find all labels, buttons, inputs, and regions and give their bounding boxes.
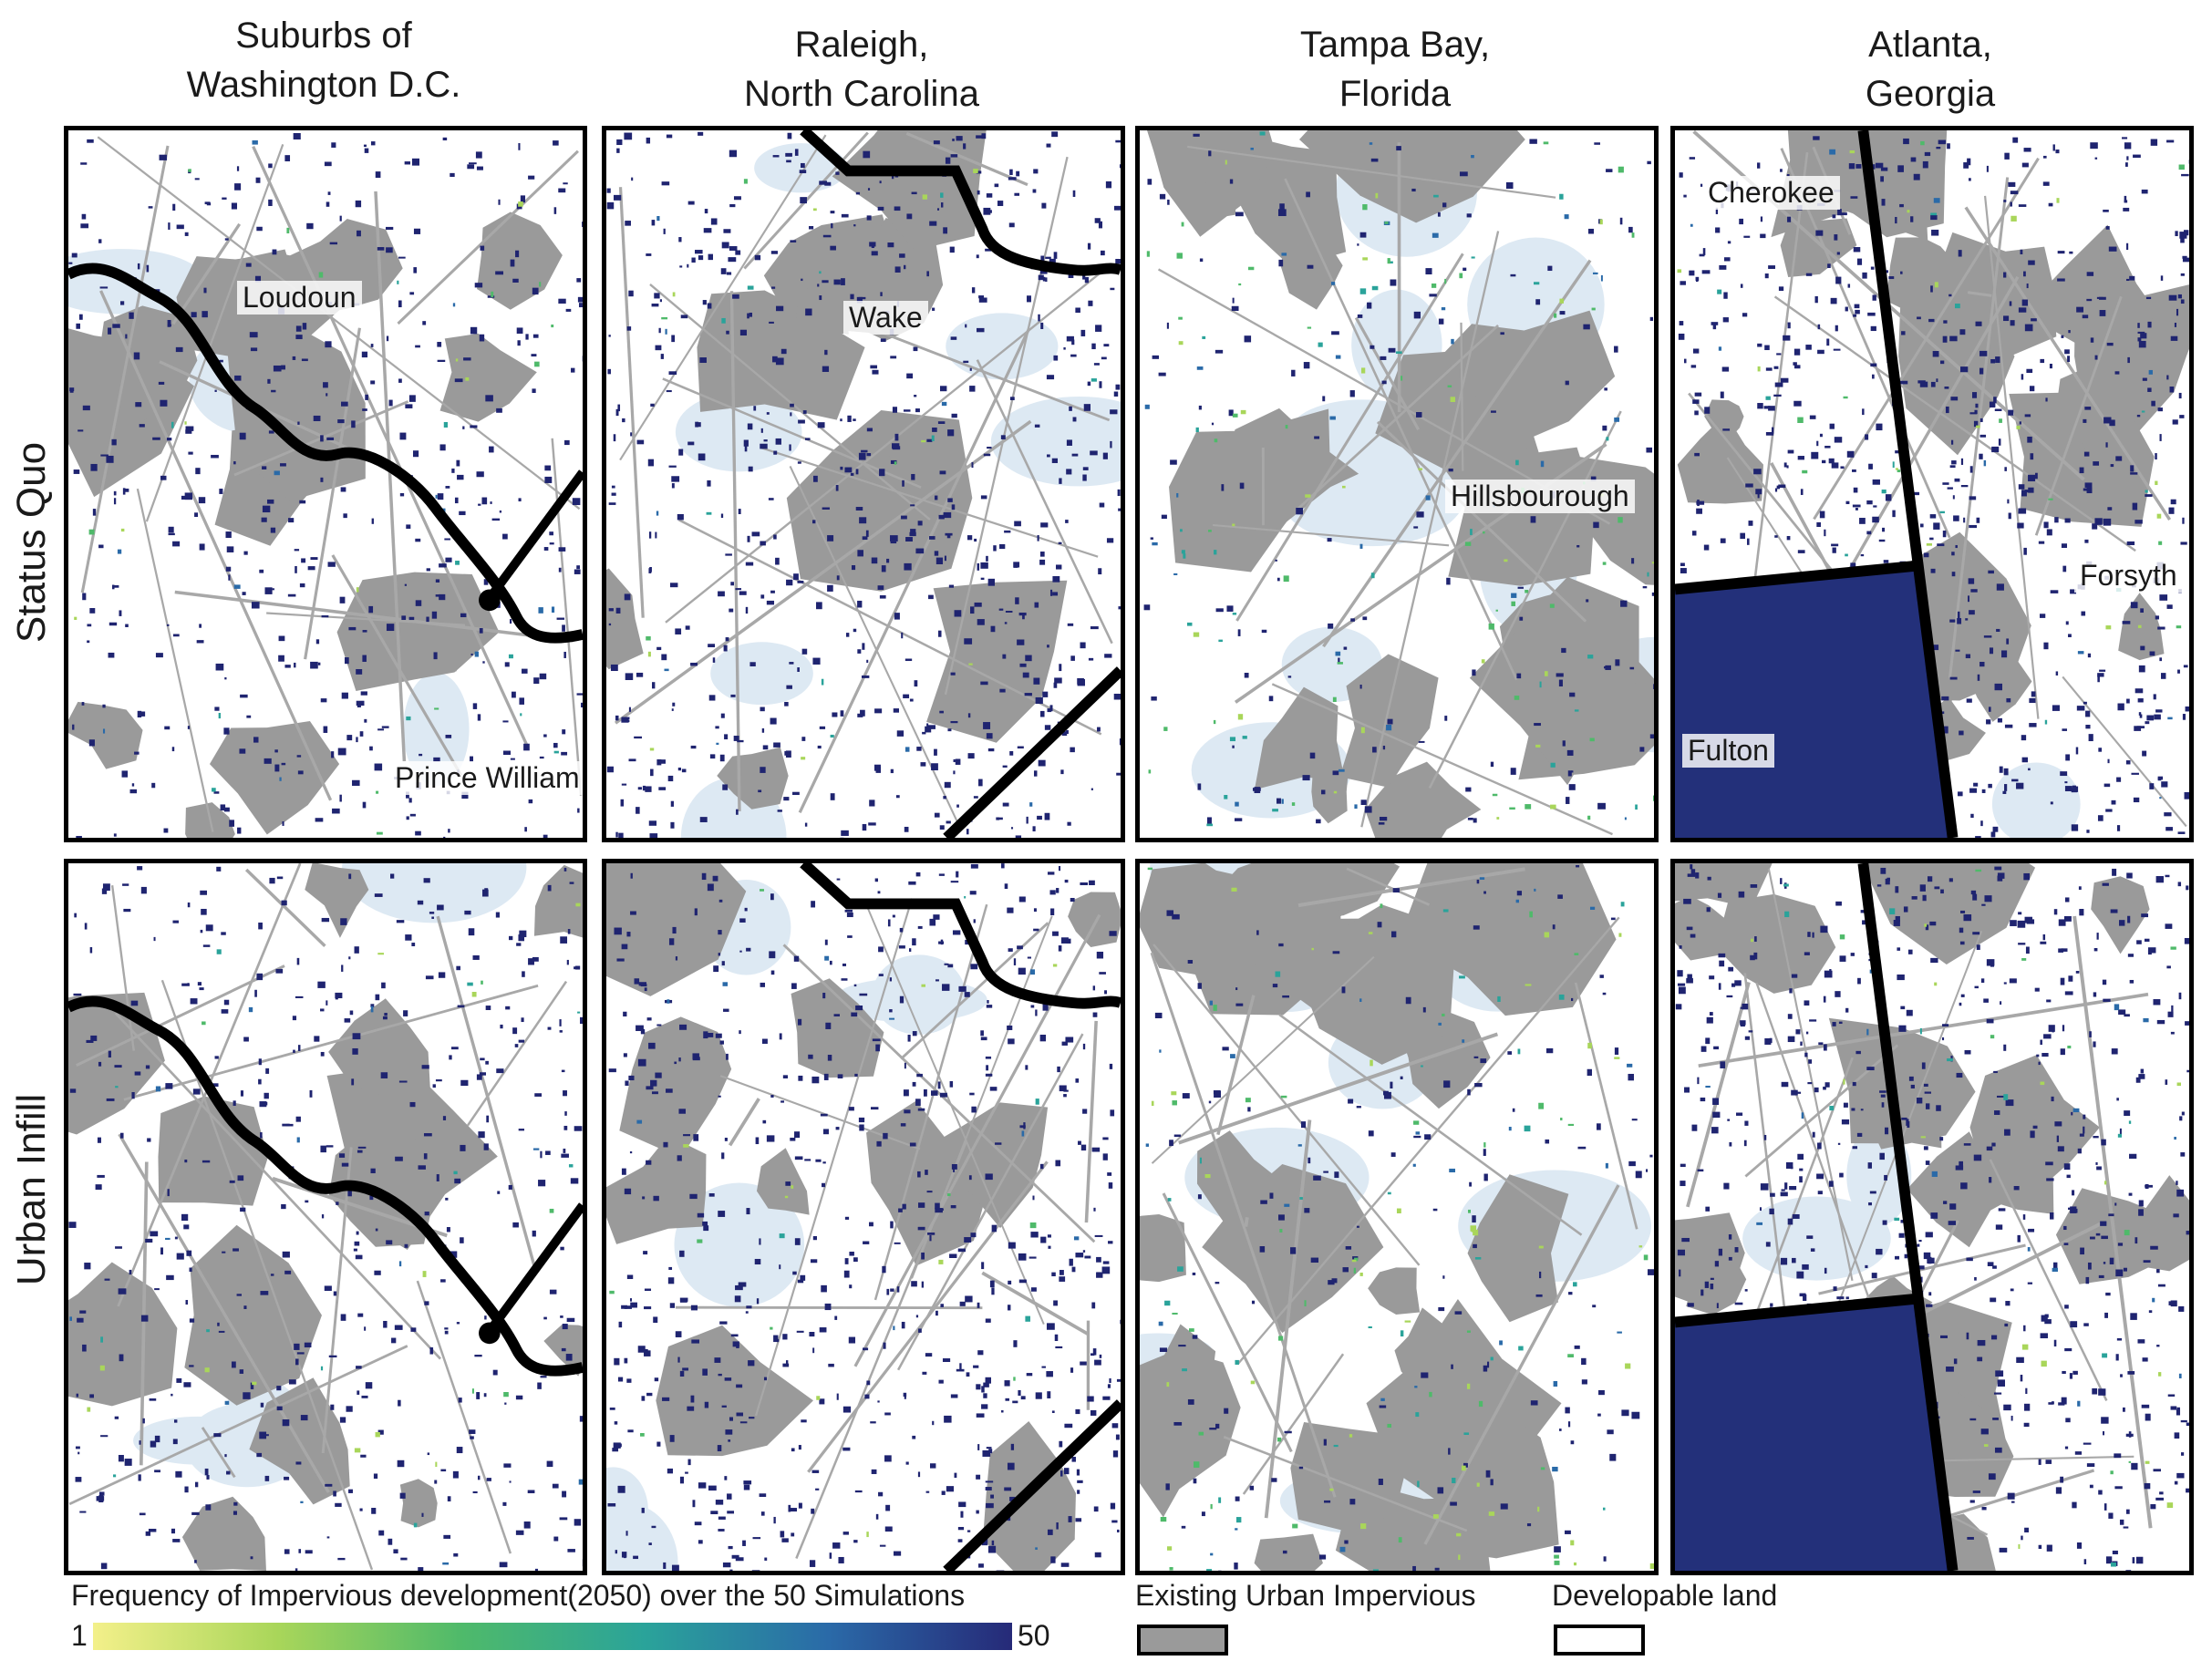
map-graphic [606, 863, 1121, 1571]
map-panel-atlanta-urban-infill [1670, 859, 2194, 1575]
map-graphic [1140, 863, 1654, 1571]
map-panel-raleigh-urban-infill [602, 859, 1125, 1575]
map-label-cherokee: Cherokee [1702, 176, 1840, 210]
map-panel-dc-urban-infill [64, 859, 587, 1575]
legend-developable-swatch [1554, 1625, 1645, 1656]
map-panel-atlanta-status-quo: Cherokee Forsyth Fulton [1670, 126, 2194, 842]
map-panel-dc-status-quo: Loudoun Prince William [64, 126, 587, 842]
map-label-prince-william: Prince William [389, 761, 583, 795]
legend-existing-swatch [1137, 1625, 1228, 1656]
map-panel-raleigh-status-quo: Wake [602, 126, 1125, 842]
map-panel-tampa-urban-infill [1135, 859, 1659, 1575]
map-graphic [68, 863, 583, 1571]
legend-existing-label: Existing Urban Impervious [1135, 1579, 1476, 1612]
map-label-forsyth: Forsyth [2074, 559, 2183, 593]
frequency-gradient-bar [93, 1623, 1012, 1650]
row-title-urban-infill: Urban Infill [9, 1093, 54, 1286]
map-graphic [606, 130, 1121, 838]
legend-max-label: 50 [1018, 1619, 1050, 1652]
column-title-dc: Suburbs of Washington D.C. [186, 15, 461, 105]
map-label-fulton: Fulton [1682, 734, 1774, 768]
map-label-hillsbourough: Hillsbourough [1445, 480, 1635, 513]
map-panel-tampa-status-quo: Hillsbourough [1135, 126, 1659, 842]
map-graphic [1675, 130, 2189, 838]
map-label-loudoun: Loudoun [237, 281, 362, 315]
legend-developable-label: Developable land [1552, 1579, 1778, 1612]
row-title-status-quo: Status Quo [9, 441, 54, 644]
legend-min-label: 1 [71, 1619, 88, 1652]
map-graphic [68, 132, 583, 838]
map-graphic [1143, 130, 1654, 838]
column-title-raleigh: Raleigh, North Carolina [744, 25, 979, 114]
legend-frequency-title: Frequency of Impervious development(2050… [71, 1579, 966, 1612]
column-title-tampa: Tampa Bay, Florida [1299, 25, 1491, 114]
column-title-atlanta: Atlanta, Georgia [1865, 25, 1996, 114]
map-graphic [1675, 863, 2189, 1571]
map-label-wake: Wake [843, 301, 928, 335]
